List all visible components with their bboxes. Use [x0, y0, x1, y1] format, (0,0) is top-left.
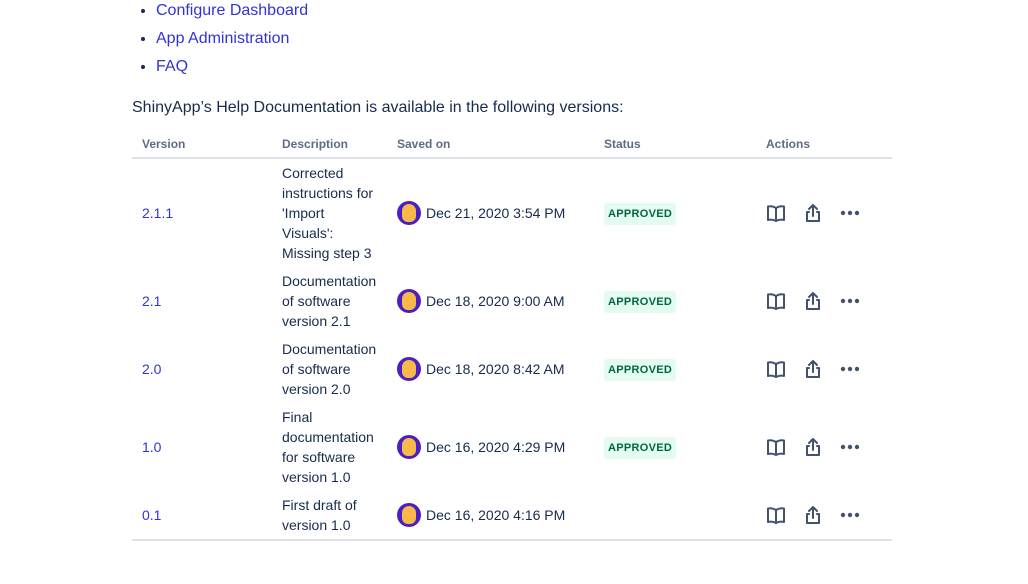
- description-line: instructions for: [282, 185, 374, 201]
- share-icon[interactable]: [804, 203, 822, 223]
- description-line: Corrected: [282, 165, 344, 181]
- book-open-icon[interactable]: [766, 291, 786, 311]
- actions-cell: [756, 335, 892, 403]
- help-links-list: Configure Dashboard App Administration F…: [136, 0, 308, 81]
- link-faq[interactable]: FAQ: [156, 58, 189, 75]
- versions-table: Version Description Saved on Status Acti…: [132, 134, 892, 541]
- version-cell: 1.0: [132, 403, 272, 491]
- version-cell: 2.1.1: [132, 158, 272, 267]
- description-cell: First draft of version 1.0: [272, 491, 387, 541]
- version-cell: 0.1: [132, 491, 272, 541]
- version-link[interactable]: 1.0: [142, 439, 162, 455]
- versions-intro: ShinyApp’s Help Documentation is availab…: [132, 99, 624, 116]
- more-icon[interactable]: [840, 444, 860, 450]
- version-cell: 2.0: [132, 335, 272, 403]
- actions-cell: [756, 403, 892, 491]
- book-open-icon[interactable]: [766, 505, 786, 525]
- more-icon[interactable]: [840, 298, 860, 304]
- saved-on-cell: Dec 18, 2020 8:42 AM: [387, 335, 594, 403]
- table-row: 2.1.1 Corrected instructions for 'Import Vi…: [132, 158, 892, 267]
- description-line: version 2.1: [282, 313, 351, 329]
- version-link[interactable]: 2.0: [142, 361, 162, 377]
- description-line: of software: [282, 293, 351, 309]
- saved-on-cell: Dec 16, 2020 4:16 PM: [387, 491, 594, 541]
- saved-on-date: Dec 16, 2020 4:29 PM: [426, 439, 566, 455]
- share-icon[interactable]: [804, 359, 822, 379]
- status-badge: APPROVED: [604, 436, 677, 459]
- table-row: 0.1 First draft of version 1.0 Dec 16, 20…: [132, 491, 892, 541]
- description-line: Visuals':: [282, 225, 334, 241]
- share-icon[interactable]: [804, 505, 822, 525]
- link-configure-dashboard[interactable]: Configure Dashboard: [156, 2, 309, 19]
- description-line: First draft of: [282, 497, 357, 513]
- version-link[interactable]: 2.1: [142, 293, 162, 309]
- status-cell: [594, 491, 756, 541]
- actions-cell: [756, 158, 892, 267]
- saved-on-date: Dec 21, 2020 3:54 PM: [426, 205, 566, 221]
- header-version: Version: [132, 134, 272, 159]
- header-status: Status: [594, 134, 756, 159]
- description-line: of software: [282, 361, 351, 377]
- list-item: App Administration: [156, 25, 308, 53]
- description-cell: Corrected instructions for 'Import Visuals'…: [272, 158, 387, 267]
- share-icon[interactable]: [804, 291, 822, 311]
- more-icon[interactable]: [840, 512, 860, 518]
- more-icon[interactable]: [840, 366, 860, 372]
- description-cell: Documentation of software version 2.0: [272, 335, 387, 403]
- version-cell: 2.1: [132, 267, 272, 335]
- description-line: version 1.0: [282, 469, 351, 485]
- saved-on-date: Dec 16, 2020 4:16 PM: [426, 507, 566, 523]
- link-app-administration[interactable]: App Administration: [156, 30, 290, 47]
- saved-on-cell: Dec 18, 2020 9:00 AM: [387, 267, 594, 335]
- table-row: 2.1 Documentation of software version 2.1 …: [132, 267, 892, 335]
- actions-cell: [756, 491, 892, 541]
- avatar[interactable]: [397, 289, 421, 313]
- description-line: Documentation: [282, 273, 377, 289]
- saved-on-cell: Dec 21, 2020 3:54 PM: [387, 158, 594, 267]
- status-badge: APPROVED: [604, 290, 677, 313]
- description-line: Missing step 3: [282, 245, 372, 261]
- status-cell: APPROVED: [594, 158, 756, 267]
- list-item: FAQ: [156, 53, 308, 81]
- avatar[interactable]: [397, 435, 421, 459]
- table-row: 2.0 Documentation of software version 2.0 …: [132, 335, 892, 403]
- description-line: version 1.0: [282, 517, 351, 533]
- saved-on-cell: Dec 16, 2020 4:29 PM: [387, 403, 594, 491]
- description-line: for software: [282, 449, 356, 465]
- version-link[interactable]: 2.1.1: [142, 205, 174, 221]
- description-line: 'Import: [282, 205, 325, 221]
- description-line: Documentation: [282, 341, 377, 357]
- book-open-icon[interactable]: [766, 437, 786, 457]
- saved-on-date: Dec 18, 2020 9:00 AM: [426, 293, 565, 309]
- list-item: Configure Dashboard: [156, 0, 308, 25]
- status-cell: APPROVED: [594, 335, 756, 403]
- description-cell: Final documentation for software version 1.…: [272, 403, 387, 491]
- status-badge: APPROVED: [604, 202, 677, 225]
- description-line: Final: [282, 409, 313, 425]
- description-cell: Documentation of software version 2.1: [272, 267, 387, 335]
- version-link[interactable]: 0.1: [142, 507, 162, 523]
- avatar[interactable]: [397, 503, 421, 527]
- header-saved-on: Saved on: [387, 134, 594, 159]
- description-line: documentation: [282, 429, 374, 445]
- status-cell: APPROVED: [594, 403, 756, 491]
- actions-cell: [756, 267, 892, 335]
- description-line: version 2.0: [282, 381, 351, 397]
- status-cell: APPROVED: [594, 267, 756, 335]
- status-badge: APPROVED: [604, 358, 677, 381]
- header-actions: Actions: [756, 134, 892, 159]
- avatar[interactable]: [397, 357, 421, 381]
- more-icon[interactable]: [840, 210, 860, 216]
- book-open-icon[interactable]: [766, 359, 786, 379]
- table-row: 1.0 Final documentation for software versio…: [132, 403, 892, 491]
- avatar[interactable]: [397, 201, 421, 225]
- saved-on-date: Dec 18, 2020 8:42 AM: [426, 361, 565, 377]
- share-icon[interactable]: [804, 437, 822, 457]
- book-open-icon[interactable]: [766, 203, 786, 223]
- header-description: Description: [272, 134, 387, 159]
